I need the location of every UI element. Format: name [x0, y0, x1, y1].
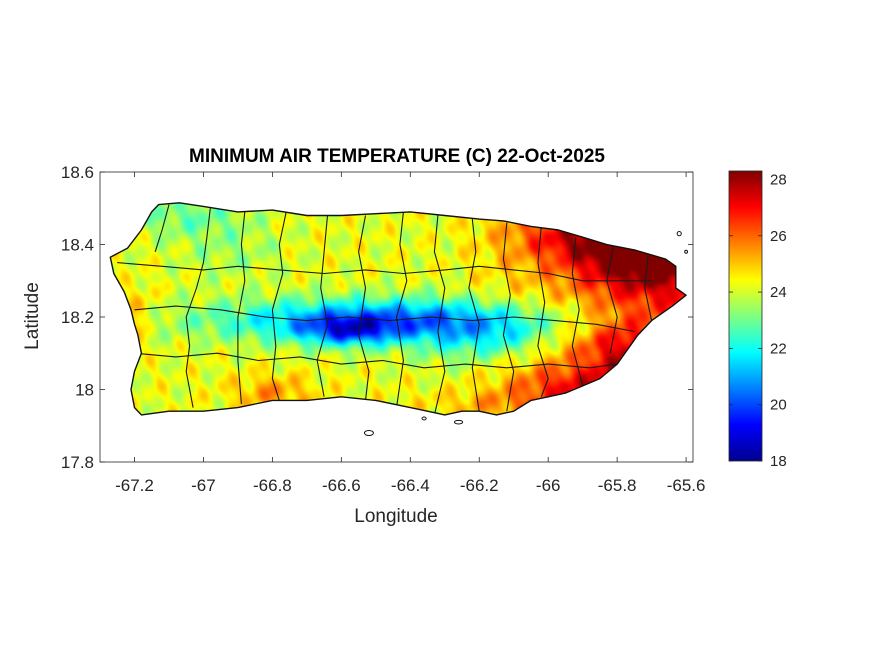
x-tick-label: -66.6 [322, 476, 361, 495]
coastline-outline [109, 202, 687, 416]
municipality-border [606, 244, 618, 354]
x-tick-label: -66.2 [460, 476, 499, 495]
colorbar-ticks: 18 20 22 24 26 28 [729, 171, 787, 470]
x-tick-label: -67.2 [115, 476, 154, 495]
chart-title: MINIMUM AIR TEMPERATURE (C) 22-Oct-2025 [189, 146, 605, 167]
x-tick-label: -66.8 [253, 476, 292, 495]
colorbar-tick-label: 26 [770, 228, 787, 245]
municipality-border [644, 255, 653, 321]
colorbar-gradient [728, 170, 763, 462]
y-tick-label: 18.2 [61, 308, 94, 327]
offshore-islets [363, 230, 688, 437]
islet [363, 429, 374, 437]
municipality-border [134, 305, 635, 333]
plot-area: -67.2 -67 -66.8 -66.6 -66.4 -66.2 -66 -65.8 -65.… [61, 163, 706, 495]
y-tick-label: 18.6 [61, 163, 94, 182]
islet [684, 249, 688, 254]
y-axis-ticks: 17.8 18 18.2 18.4 18.6 [61, 163, 693, 472]
colorbar-tick-label: 20 [770, 397, 787, 414]
islet [676, 230, 682, 237]
y-tick-label: 18 [75, 381, 94, 400]
municipality-border [358, 215, 370, 401]
municipality-border [502, 222, 515, 412]
x-tick-label: -66 [536, 476, 561, 495]
municipality-border [537, 226, 549, 397]
x-tick-label: -66.4 [391, 476, 430, 495]
x-axis-ticks: -67.2 -67 -66.8 -66.6 -66.4 -66.2 -66 -65.8 -65.… [115, 172, 705, 495]
islet [453, 419, 464, 425]
municipality-border [134, 352, 618, 369]
coastline [109, 202, 687, 416]
x-tick-label: -67 [191, 476, 216, 495]
municipality-border [237, 211, 246, 405]
colorbar-tick-label: 18 [770, 453, 787, 470]
municipality-border [185, 208, 211, 408]
colorbar-tick-label: 28 [770, 171, 787, 188]
colorbar-tick-label: 24 [770, 284, 787, 301]
municipality-border [117, 262, 652, 282]
municipality-border [433, 215, 446, 415]
municipality-borders [117, 204, 653, 415]
municipality-border [571, 237, 584, 387]
colorbar-tick-label: 22 [770, 340, 787, 357]
municipality-border [468, 219, 480, 412]
y-axis-label: Latitude [22, 282, 43, 350]
municipality-border [271, 211, 287, 401]
municipality-border [395, 211, 408, 408]
x-tick-label: -65.6 [667, 476, 706, 495]
municipality-border [154, 204, 170, 252]
municipality-border [316, 215, 329, 397]
x-axis-label: Longitude [354, 506, 437, 527]
y-tick-label: 17.8 [61, 453, 94, 472]
y-tick-label: 18.4 [61, 236, 94, 255]
islet [421, 416, 427, 421]
colorbar: 18 20 22 24 26 28 [728, 170, 787, 470]
x-tick-label: -65.8 [598, 476, 637, 495]
